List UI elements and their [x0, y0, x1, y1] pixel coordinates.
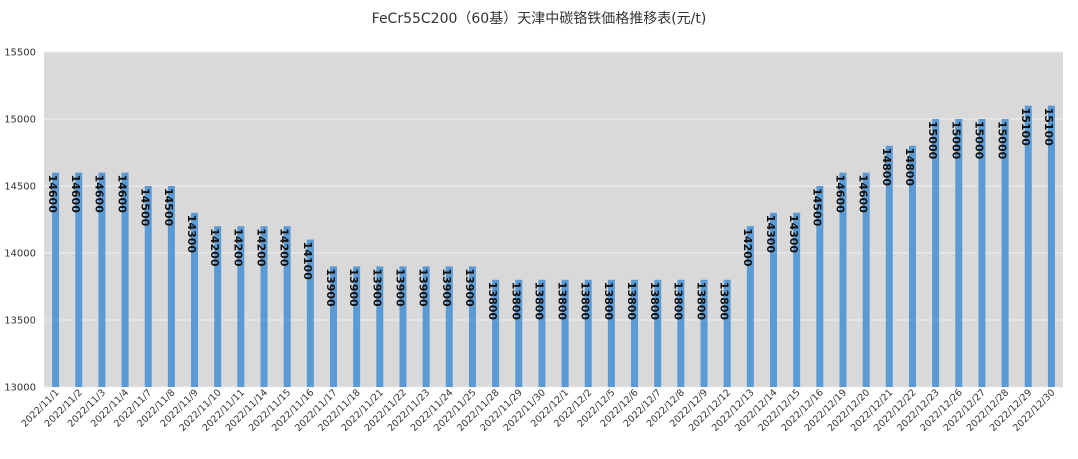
bar — [191, 212, 199, 387]
bar — [561, 279, 569, 387]
data-label: 14600 — [69, 175, 82, 214]
data-label: 14300 — [764, 215, 777, 254]
data-label: 14800 — [880, 148, 893, 187]
bar — [98, 172, 106, 387]
data-label: 13900 — [370, 268, 383, 307]
data-label: 14800 — [903, 148, 916, 187]
data-label: 14600 — [46, 175, 59, 214]
bar — [283, 226, 291, 387]
data-label: 14200 — [231, 228, 244, 267]
bar — [515, 279, 523, 387]
bar — [677, 279, 685, 387]
bar — [52, 172, 60, 387]
data-label: 14500 — [162, 188, 175, 227]
bar — [353, 266, 361, 387]
data-label: 13800 — [718, 282, 731, 321]
data-label: 13900 — [440, 268, 453, 307]
data-label: 13800 — [509, 282, 522, 321]
bar — [700, 279, 708, 387]
bar — [121, 172, 129, 387]
bar — [584, 279, 592, 387]
bar — [538, 279, 546, 387]
y-tick-label: 14000 — [4, 249, 36, 260]
bar — [631, 279, 639, 387]
bar — [885, 145, 893, 387]
bar — [214, 226, 222, 387]
data-label: 14600 — [833, 175, 846, 214]
bar — [1047, 105, 1055, 387]
data-label: 13900 — [347, 268, 360, 307]
bar — [654, 279, 662, 387]
data-label: 15100 — [1019, 108, 1032, 147]
data-label: 15000 — [949, 121, 962, 160]
data-label: 14500 — [810, 188, 823, 227]
data-label: 14300 — [787, 215, 800, 254]
bar — [607, 279, 615, 387]
data-label: 13900 — [463, 268, 476, 307]
bar — [1024, 105, 1032, 387]
data-label: 13900 — [393, 268, 406, 307]
data-label: 13800 — [486, 282, 499, 321]
bar — [839, 172, 847, 387]
bar — [723, 279, 731, 387]
bar — [144, 186, 152, 387]
bar — [908, 145, 916, 387]
bar — [422, 266, 430, 387]
data-label: 14600 — [857, 175, 870, 214]
data-label: 13900 — [417, 268, 430, 307]
bar — [260, 226, 268, 387]
data-label: 14100 — [301, 242, 314, 281]
data-label: 15100 — [1042, 108, 1055, 147]
bar — [862, 172, 870, 387]
bar — [793, 212, 801, 387]
data-label: 15000 — [996, 121, 1009, 160]
bar — [237, 226, 245, 387]
data-label: 13800 — [671, 282, 684, 321]
bar — [932, 119, 940, 387]
bar — [75, 172, 83, 387]
bar — [329, 266, 337, 387]
data-label: 14300 — [185, 215, 198, 254]
bar — [978, 119, 986, 387]
bar — [468, 266, 476, 387]
bar — [955, 119, 963, 387]
data-label: 14600 — [92, 175, 105, 214]
data-label: 14200 — [208, 228, 221, 267]
data-label: 15000 — [926, 121, 939, 160]
data-label: 14600 — [116, 175, 129, 214]
data-label: 15000 — [972, 121, 985, 160]
bar — [376, 266, 384, 387]
data-label: 13800 — [625, 282, 638, 321]
bar — [445, 266, 453, 387]
bar — [167, 186, 175, 387]
data-label: 14500 — [139, 188, 152, 227]
bar — [816, 186, 824, 387]
bar — [306, 239, 314, 387]
data-label: 13800 — [579, 282, 592, 321]
data-label: 13800 — [556, 282, 569, 321]
y-tick-label: 13500 — [4, 316, 36, 327]
chart-title: FeCr55C200（60基）天津中碳铬铁価格推移表(元/t) — [371, 11, 707, 27]
data-label: 14200 — [741, 228, 754, 267]
bar — [1001, 119, 1009, 387]
data-label: 13800 — [532, 282, 545, 321]
data-label: 14200 — [278, 228, 291, 267]
data-label: 13800 — [695, 282, 708, 321]
plot-area — [44, 52, 1063, 387]
y-tick-label: 15500 — [4, 48, 36, 59]
data-label: 14200 — [255, 228, 268, 267]
data-label: 13900 — [324, 268, 337, 307]
y-tick-label: 14500 — [4, 182, 36, 193]
bar — [770, 212, 778, 387]
y-tick-label: 15000 — [4, 115, 36, 126]
bar — [746, 226, 754, 387]
bar — [492, 279, 500, 387]
data-label: 13800 — [602, 282, 615, 321]
y-tick-label: 13000 — [4, 383, 36, 394]
bar — [399, 266, 407, 387]
data-label: 13800 — [648, 282, 661, 321]
